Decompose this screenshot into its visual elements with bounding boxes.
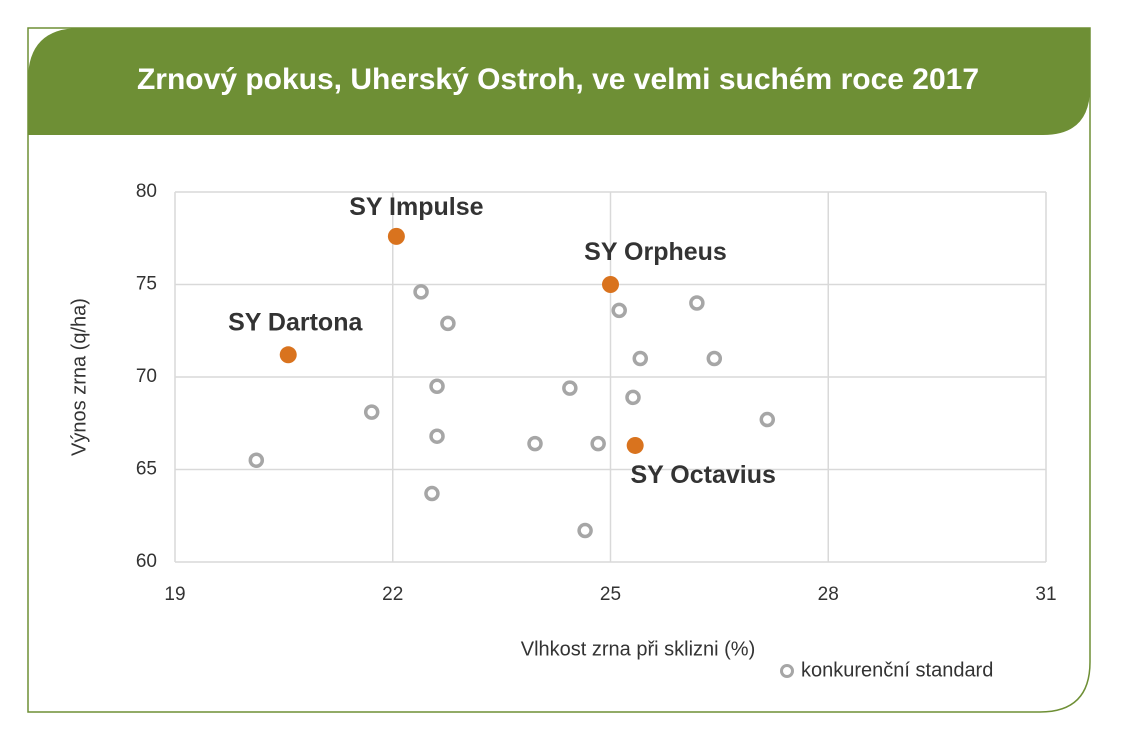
y-axis-label: Výnos zrna (q/ha) xyxy=(68,298,90,456)
x-tick-label: 19 xyxy=(164,584,185,605)
scatter-point xyxy=(625,389,641,406)
scatter-point xyxy=(590,435,606,452)
scatter-point xyxy=(577,522,593,539)
x-tick-label: 31 xyxy=(1035,584,1056,605)
scatter-point xyxy=(527,435,543,452)
y-tick-label: 80 xyxy=(136,181,157,202)
chart-title: Zrnový pokus, Uherský Ostroh, ve velmi s… xyxy=(137,63,979,96)
scatter-point xyxy=(429,378,445,394)
scatter-point xyxy=(279,346,297,364)
scatter-point xyxy=(387,227,405,245)
point-label: SY Dartona xyxy=(228,308,363,336)
scatter-point xyxy=(611,302,627,319)
scatter-point xyxy=(562,380,578,396)
scatter-point xyxy=(689,295,705,311)
legend-label: konkurenční standard xyxy=(801,659,993,681)
point-label: SY Impulse xyxy=(349,193,483,221)
x-tick-label: 28 xyxy=(818,584,839,605)
x-axis-label: Vlhkost zrna při sklizni (%) xyxy=(521,638,756,660)
scatter-point xyxy=(440,315,456,332)
x-tick-label: 22 xyxy=(382,584,403,605)
y-tick-label: 65 xyxy=(136,459,157,480)
scatter-point xyxy=(424,485,440,502)
header xyxy=(28,28,1090,135)
point-label: SY Octavius xyxy=(630,461,775,489)
scatter-point xyxy=(413,284,429,300)
y-tick-label: 70 xyxy=(136,366,157,387)
x-tick-label: 25 xyxy=(600,584,621,605)
scatter-point xyxy=(248,452,265,468)
scatter-point xyxy=(632,350,649,367)
y-tick-label: 60 xyxy=(136,551,157,572)
point-label: SY Orpheus xyxy=(584,238,727,266)
y-tick-label: 75 xyxy=(136,274,157,295)
scatter-point xyxy=(363,404,380,420)
scatter-point xyxy=(626,436,644,454)
card xyxy=(27,27,1091,713)
legend-marker xyxy=(780,664,794,678)
scatter-point xyxy=(429,428,445,444)
scatter-point xyxy=(706,350,723,367)
scatter-point xyxy=(759,411,776,428)
scatter-point xyxy=(602,276,619,293)
